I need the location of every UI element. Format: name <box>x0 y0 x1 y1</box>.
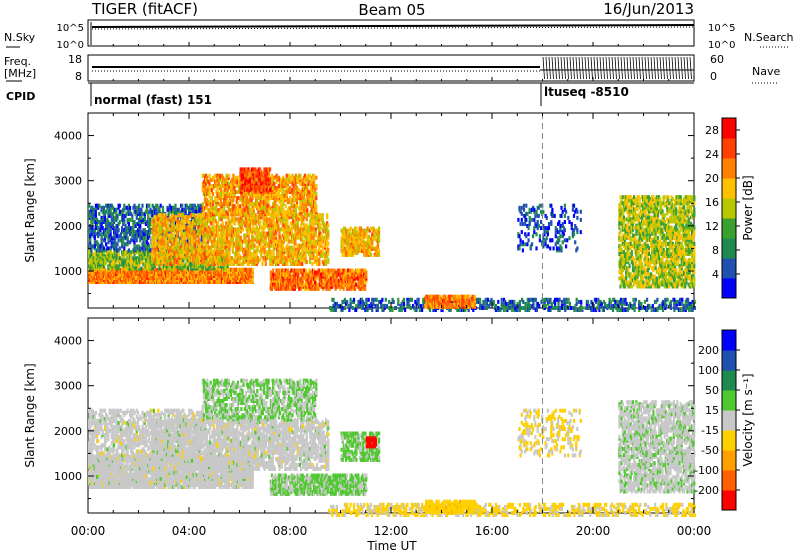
cpid-mode-0: normal (fast) 151 <box>94 93 212 107</box>
scatter-region <box>201 378 318 422</box>
scatter-region <box>151 213 330 266</box>
y-tick-label: 1000 <box>54 265 82 278</box>
colorbar-tick-label: 100 <box>698 364 719 377</box>
freq-label: Freq. <box>4 55 31 68</box>
scatter-region <box>88 267 254 284</box>
colorbar-tick-label: 12 <box>705 220 719 233</box>
x-tick-label: 20:00 <box>576 524 611 538</box>
nsearch-tick-top: 10^5 <box>708 23 735 34</box>
y-axis-label: Slant Range [km] <box>23 363 37 467</box>
colorbar-label: Power [dB] <box>741 175 755 240</box>
scatter-region <box>239 167 272 194</box>
scatter-region <box>340 226 381 257</box>
nsky-strip-data <box>90 22 695 45</box>
scatter-region <box>618 400 696 494</box>
scatter-region-group <box>88 378 696 517</box>
x-tick-label: 08:00 <box>273 524 308 538</box>
radar-title: TIGER (fitACF) <box>91 0 198 18</box>
y-tick-label: 1000 <box>54 470 82 483</box>
colorbar-tick-label: -100 <box>694 464 719 477</box>
colorbar-tick-label: 15 <box>705 404 719 417</box>
freq-tick-top: 18 <box>68 53 82 66</box>
time-axis: 00:00 04:00 08:00 12:00 16:00 20:00 00:00 <box>71 42 712 538</box>
freq-strip-data <box>92 56 694 80</box>
scatter-region <box>618 195 696 289</box>
scatter-region <box>201 173 318 217</box>
x-tick-label: 12:00 <box>374 524 409 538</box>
date-label: 16/Jun/2013 <box>603 0 694 18</box>
nave-tick-top: 60 <box>710 53 724 66</box>
x-tick-label: 16:00 <box>475 524 510 538</box>
y-tick-label: 3000 <box>54 175 82 188</box>
colorbar-tick-label: 28 <box>705 124 719 137</box>
x-tick-label: 00:00 <box>677 524 712 538</box>
freq-tick-bottom: 8 <box>75 70 82 83</box>
colorbar-tick-label: -50 <box>701 444 719 457</box>
nsky-tick-bottom: 10^0 <box>57 40 84 51</box>
cpid-mode-1: ltuseq -8510 <box>544 85 629 99</box>
power-panel: 1000 2000 3000 4000 Slant Range [km] 4 8 12 16 20… <box>23 112 755 312</box>
colorbar-tick-label: 50 <box>705 384 719 397</box>
nsky-tick-top: 10^5 <box>57 23 84 34</box>
x-tick-label: 00:00 <box>71 524 106 538</box>
scatter-region <box>423 499 476 514</box>
nave-label: Nave <box>752 65 780 78</box>
velocity-panel: 1000 2000 3000 4000 Slant Range [km] 200 100 50… <box>23 317 755 517</box>
scatter-region <box>517 408 582 458</box>
scatter-region <box>365 436 377 449</box>
nsearch-label: N.Search <box>744 31 794 44</box>
nave-tick-bottom: 0 <box>710 70 717 83</box>
colorbar-tick-label: 16 <box>705 196 719 209</box>
scatter-region <box>269 268 368 291</box>
scatter-region <box>423 294 476 309</box>
scatter-region <box>340 431 381 462</box>
y-tick-label: 4000 <box>54 335 82 348</box>
nsky-label: N.Sky <box>4 31 36 44</box>
colorbar-tick-label: 8 <box>712 244 719 257</box>
cpid-label: CPID <box>6 90 35 103</box>
colorbar-label: Velocity [m s⁻¹] <box>741 373 755 466</box>
colorbar-tick-label: 24 <box>705 148 719 161</box>
colorbar: 200 100 50 15 -15 -50 -100 -200 Velocity [m s⁻¹] <box>694 329 755 511</box>
y-tick-label: 2000 <box>54 220 82 233</box>
colorbar-tick-label: 4 <box>712 268 719 281</box>
y-tick-label: 4000 <box>54 130 82 143</box>
scatter-region <box>151 418 330 471</box>
colorbar-tick-label: -15 <box>701 424 719 437</box>
scatter-region <box>269 473 368 496</box>
y-tick-label: 3000 <box>54 380 82 393</box>
colorbar-tick-label: -200 <box>694 484 719 497</box>
x-tick-label: 04:00 <box>172 524 207 538</box>
freq-unit-label: [MHz] <box>4 67 36 80</box>
y-axis-label: Slant Range [km] <box>23 158 37 262</box>
scatter-region <box>517 203 582 253</box>
y-tick-label: 2000 <box>54 425 82 438</box>
nsearch-tick-bottom: 10^0 <box>708 40 735 51</box>
colorbar: 4 8 12 16 20 24 28 Power [dB] <box>705 117 755 299</box>
colorbar-tick-label: 200 <box>698 344 719 357</box>
colorbar-tick-label: 20 <box>705 172 719 185</box>
scatter-region-group <box>88 167 696 312</box>
beam-label: Beam 05 <box>358 1 425 19</box>
x-axis-label: Time UT <box>366 539 417 553</box>
